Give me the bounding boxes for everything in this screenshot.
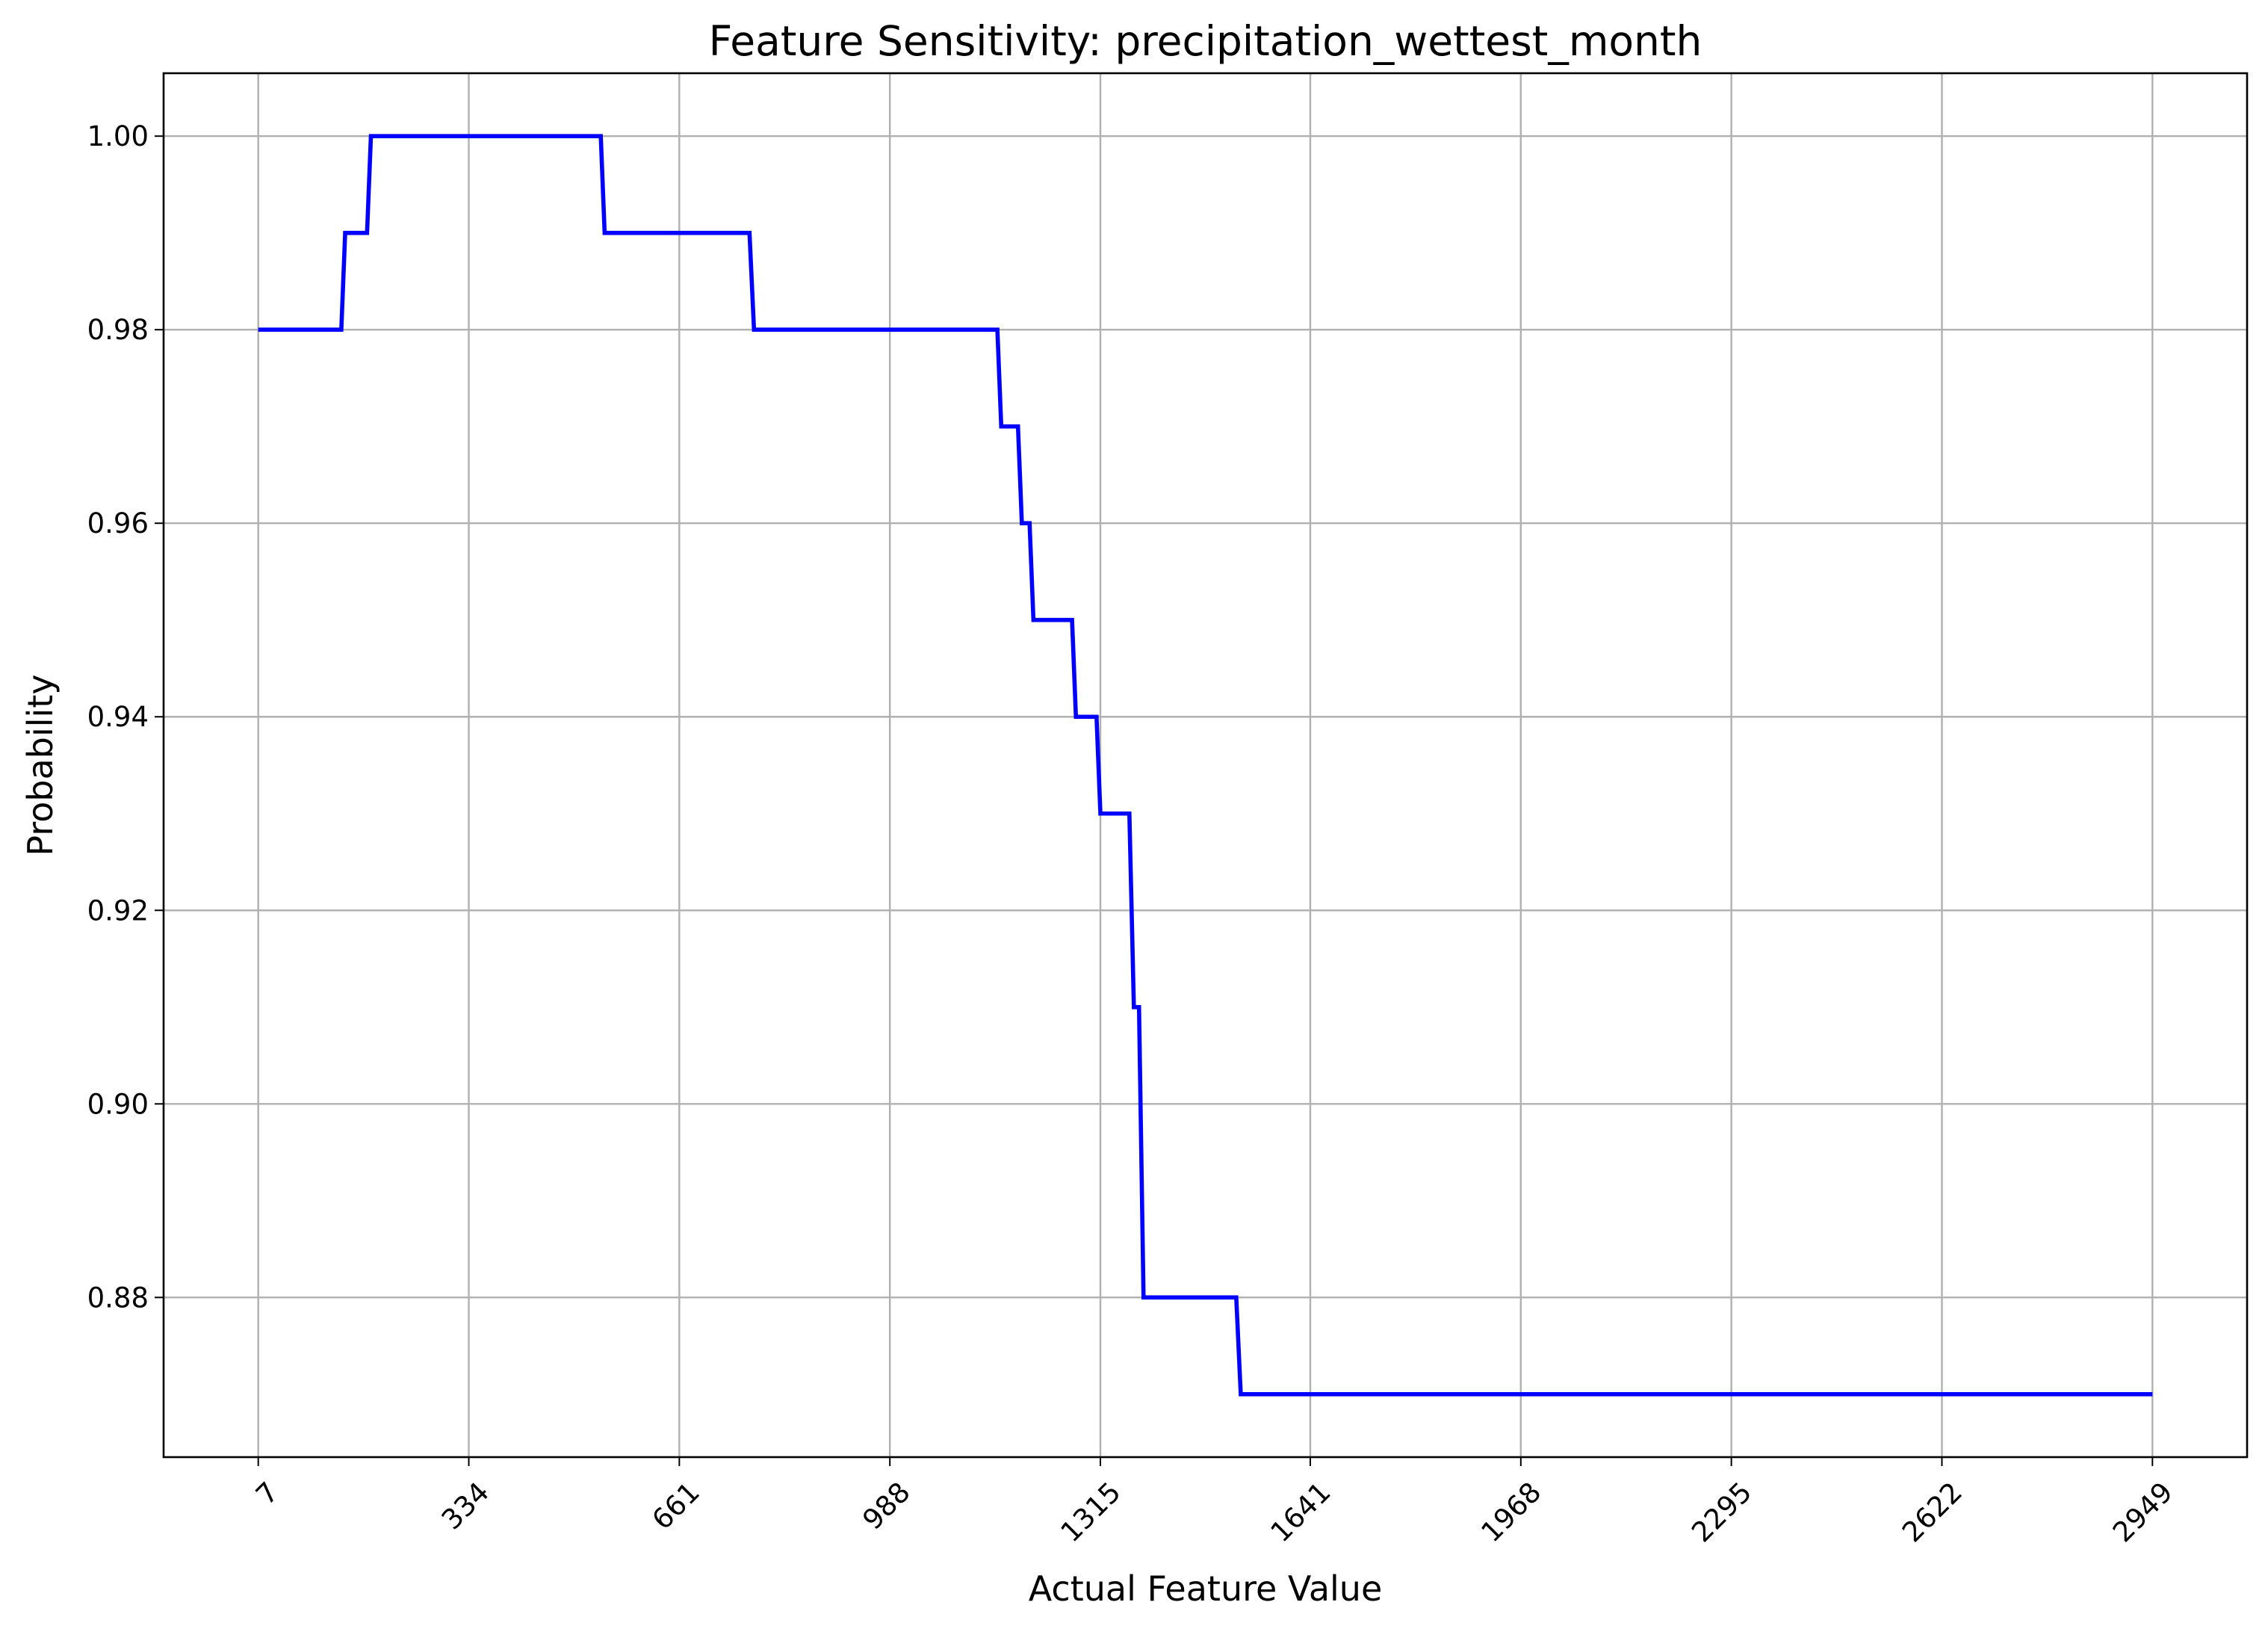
y-tick-label: 0.88	[87, 1282, 149, 1314]
y-axis-label: Probability	[20, 674, 61, 856]
y-tick-label: 0.98	[87, 314, 149, 346]
y-tick-label: 0.90	[87, 1088, 149, 1120]
y-tick-label: 0.92	[87, 894, 149, 927]
y-tick-label: 0.94	[87, 701, 149, 733]
y-tick-label: 1.00	[87, 120, 149, 152]
x-axis-label: Actual Feature Value	[1029, 1568, 1383, 1609]
chart-title: Feature Sensitivity: precipitation_wette…	[709, 17, 1702, 65]
y-tick-label: 0.96	[87, 507, 149, 540]
